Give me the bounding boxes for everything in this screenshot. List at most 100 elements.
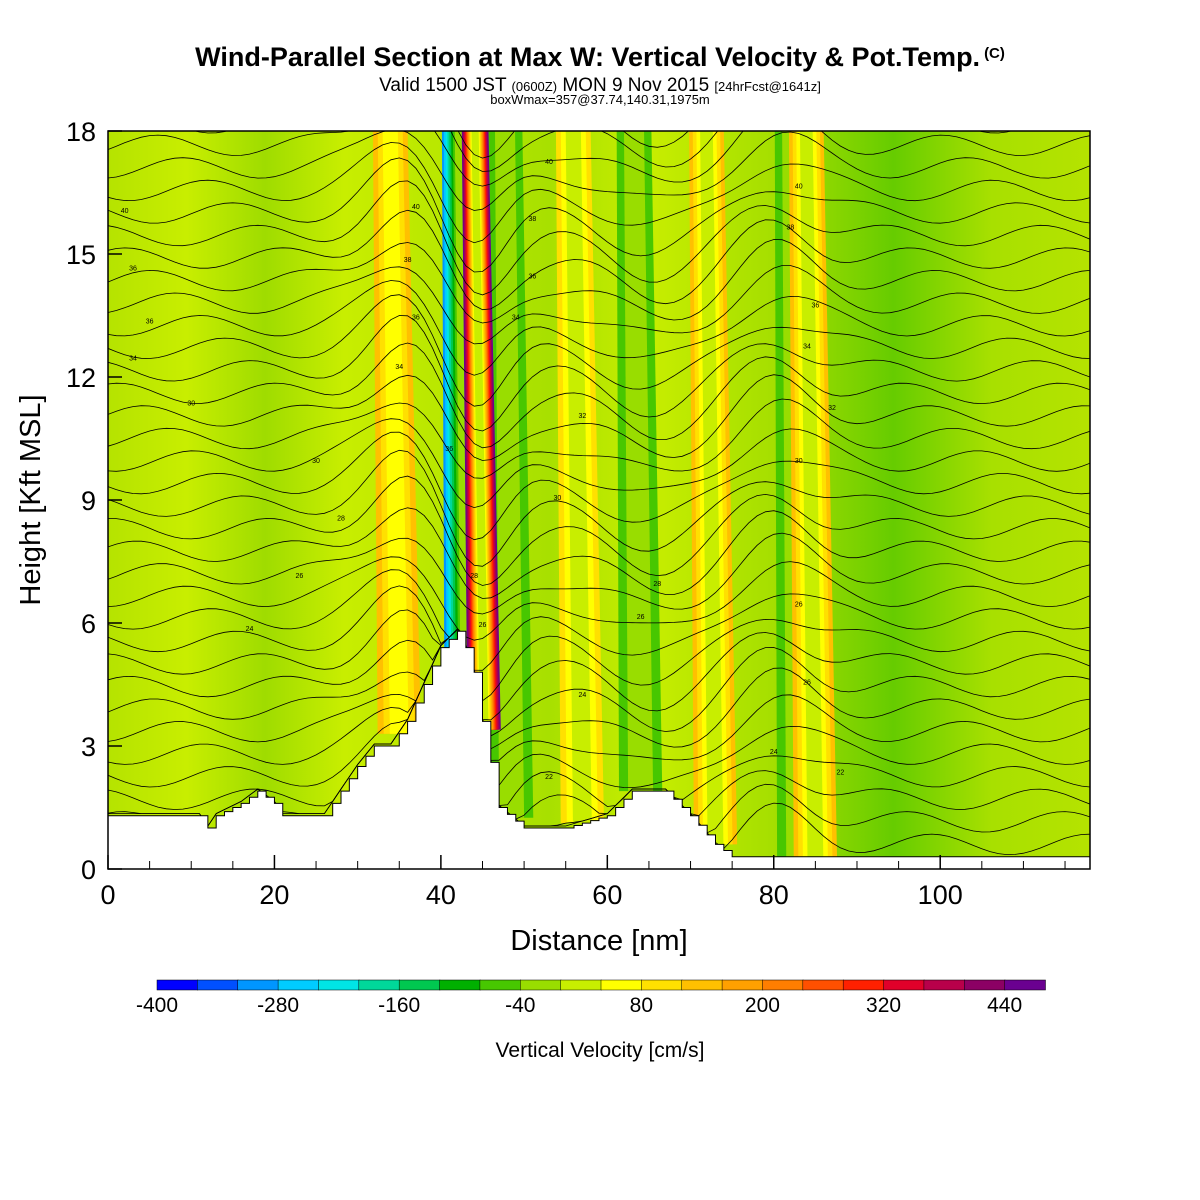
- theta-contour-label: 28: [337, 516, 345, 523]
- theta-contour-label: 22: [545, 774, 553, 781]
- theta-contour-label: 26: [479, 622, 487, 629]
- theta-contour-label: 22: [836, 770, 844, 777]
- colorbar-swatch: [883, 979, 925, 991]
- downdraft-band: [624, 131, 654, 792]
- colorbar-swatch: [681, 979, 723, 991]
- theta-contour-label: 24: [578, 692, 586, 699]
- terrain: [108, 630, 1090, 869]
- y-axis-label: Height [Kft MSL]: [15, 394, 47, 605]
- theta-contour-label: 36: [811, 302, 819, 309]
- colorbar-swatch: [600, 979, 643, 991]
- theta-contour-line: [108, 209, 1090, 311]
- theta-contour-label: 26: [803, 680, 811, 687]
- box-info: boxWmax=357@37.74,140.31,1975m: [490, 92, 710, 107]
- x-tick-label: 100: [918, 880, 963, 910]
- y-tick-label: 9: [81, 486, 96, 516]
- theta-contour-label: 26: [637, 614, 645, 621]
- updraft-band: [700, 131, 724, 845]
- theta-contour-label: 36: [146, 319, 154, 326]
- y-tick-label: 12: [66, 363, 96, 393]
- theta-contour-line: [108, 431, 1090, 541]
- velocity-bands: [372, 131, 838, 857]
- theta-contour-line: [108, 239, 1090, 324]
- colorbar-tick-label: -280: [257, 994, 299, 1017]
- colorbar-tick-label: 80: [630, 994, 653, 1017]
- theta-contour-line: [108, 180, 1090, 296]
- theta-contour-line: [108, 131, 1090, 211]
- theta-contour-label: 36: [412, 315, 420, 322]
- valid-date: MON 9 Nov 2015: [562, 75, 710, 96]
- theta-contour-label: 40: [121, 208, 129, 215]
- theta-contour-label: 32: [828, 405, 836, 412]
- theta-contour-label: 38: [404, 257, 412, 264]
- theta-contour-line: [108, 398, 1090, 479]
- theta-contour-label: 38: [787, 224, 795, 231]
- colorbar-tick-label: -160: [378, 994, 420, 1017]
- theta-contour-label: 30: [187, 401, 195, 408]
- colorbar-swatch: [398, 979, 441, 991]
- downdraft-band: [495, 131, 525, 818]
- theta-contour-line: [108, 280, 1090, 376]
- chart-title: Wind-Parallel Section at Max W: Vertical…: [0, 42, 1200, 73]
- theta-contour-label: 32: [578, 413, 586, 420]
- colorbar-swatch: [560, 979, 602, 991]
- colorbar-tick-label: 440: [987, 994, 1022, 1017]
- chart-title-text: Wind-Parallel Section at Max W: Vertical…: [195, 42, 981, 72]
- colorbar-swatch: [802, 979, 844, 991]
- x-tick-label: 0: [100, 880, 115, 910]
- theta-contour-label: 26: [795, 602, 803, 609]
- theta-contour-line: [108, 532, 1090, 615]
- colorbar-swatch: [439, 979, 481, 991]
- y-tick-label: 15: [66, 240, 96, 270]
- x-tick-label: 80: [759, 880, 789, 910]
- theta-contour-line: [108, 475, 1090, 586]
- x-tick-label: 20: [259, 880, 289, 910]
- theta-contour-label: 28: [653, 581, 661, 588]
- theta-contour-line: [108, 374, 1090, 461]
- updraft-band: [565, 131, 592, 824]
- colorbar-swatch: [197, 979, 239, 991]
- colorbar-label: Vertical Velocity [cm/s]: [496, 1039, 705, 1062]
- colorbar-swatch: [1004, 979, 1046, 991]
- y-tick-label: 0: [81, 855, 96, 885]
- theta-contour-line: [108, 131, 1090, 187]
- theta-contour-line: [108, 157, 1090, 273]
- theta-contour-label: 34: [512, 315, 520, 322]
- colorbar-swatch: [641, 979, 683, 991]
- x-tick-label: 60: [592, 880, 622, 910]
- theta-contour-line: [108, 628, 1090, 820]
- theta-contour-line: [108, 507, 1090, 599]
- theta-contour-line: [108, 569, 1090, 671]
- theta-contour-label: 30: [312, 458, 320, 465]
- theta-contour-label: 36: [529, 274, 537, 281]
- theta-contour-line: [108, 294, 1090, 407]
- colorbar-swatch: [762, 979, 804, 991]
- colorbar-swatch: [842, 979, 885, 991]
- updraft-band: [799, 131, 824, 857]
- theta-contour-label: 40: [412, 204, 420, 211]
- y-axis: 0 3 6 9 12 15 18: [66, 117, 122, 885]
- theta-contour-label: 36: [445, 446, 453, 453]
- theta-contour-label: 24: [246, 626, 254, 633]
- colorbar-swatch: [964, 979, 1006, 991]
- theta-contour-line: [108, 628, 1090, 737]
- theta-contour-labels: 40 36 36 34 30 30 28 26 24 40 38 36 34 36 28 26 34 40 38 36…: [121, 159, 845, 781]
- theta-contour-label: 28: [470, 573, 478, 580]
- colorbar-swatch: [520, 979, 562, 991]
- colorbar-tick-label: 320: [866, 994, 901, 1017]
- x-axis: 0 20 40 60 80 100: [100, 855, 1066, 910]
- theta-contour-line: [108, 609, 1090, 721]
- theta-contour-line: [108, 628, 1090, 789]
- valid-utc: (0600Z): [511, 79, 558, 94]
- copyright-mark: (C): [984, 45, 1005, 62]
- y-tick-label: 18: [66, 117, 96, 147]
- theta-contour-label: 34: [395, 364, 403, 371]
- theta-contour-line: [108, 556, 1090, 641]
- theta-contour-line: [108, 418, 1090, 509]
- colorbar-swatch: [923, 979, 966, 991]
- x-axis-label: Distance [nm]: [510, 925, 687, 957]
- valid-time: Valid 1500 JST: [379, 75, 507, 96]
- theta-contours: [108, 131, 1090, 856]
- theta-contour-line: [108, 628, 1090, 807]
- colorbar-swatch: [318, 979, 360, 991]
